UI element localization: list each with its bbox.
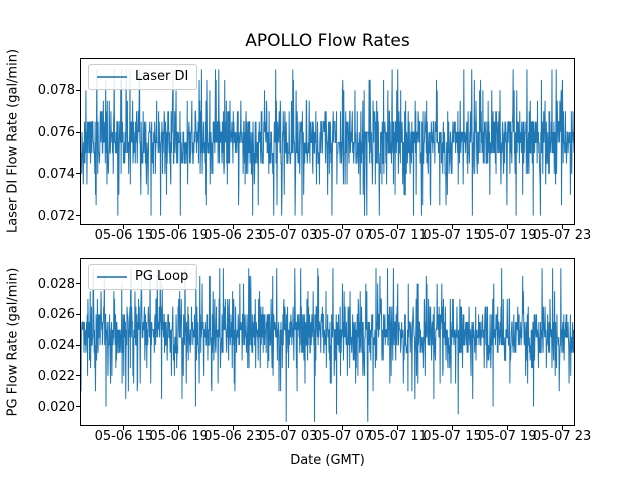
x-tick-label: 05-07 23 [532,429,592,444]
x-tick-label: 05-06 15 [94,228,154,243]
legend-line-sample-icon [97,275,127,278]
subplot-pg-loop: PG Loop 05-06 15 05-06 19 05-06 23 05-07 03… [38,258,591,443]
y-tick-label: 0.020 [37,399,75,415]
x-tick-mark [287,225,289,229]
legend-laser-di: Laser DI [88,64,198,90]
y-tick-label: 0.072 [37,208,75,224]
y-tick-mark [76,375,80,377]
y-tick-label: 0.074 [37,166,75,182]
x-tick-mark [342,225,344,229]
x-tick-label: 05-07 03 [258,228,318,243]
y-tick-mark [76,406,80,408]
x-axis-label: Date (GMT) [290,453,365,468]
subplot-laser-di: Laser DI 05-06 15 05-06 19 05-06 23 05-07 0… [38,58,591,242]
x-tick-mark [123,225,125,229]
pg-loop-series-line [81,267,574,422]
x-tick-mark [452,225,454,229]
y-tick-mark [76,283,80,285]
x-tick-label: 05-07 11 [368,429,427,444]
x-tick-mark [561,225,563,229]
y-tick-mark [76,344,80,346]
y-tick-mark [76,313,80,315]
x-tick-mark [232,426,234,430]
y-axis-label-pg-loop: PG Flow Rate (gal/min) [5,267,21,417]
x-tick-label: 05-07 23 [532,228,592,243]
y-tick-label: 0.022 [37,368,75,384]
x-tick-label: 05-06 19 [149,429,208,444]
y-axis-label-laser-di: Laser DI Flow Rate (gal/min) [5,48,21,234]
legend-line-sample-icon [97,75,127,78]
x-tick-mark [452,426,454,430]
x-tick-label: 05-06 19 [149,228,208,243]
legend-label: PG Loop [135,269,189,284]
x-tick-label: 05-06 23 [204,429,263,444]
y-tick-mark [76,173,80,175]
legend-pg-loop: PG Loop [88,264,198,290]
x-tick-label: 05-07 19 [478,228,537,243]
x-tick-label: 05-07 11 [368,228,427,243]
y-tick-mark [76,215,80,217]
chart-title: APOLLO Flow Rates [245,31,410,51]
x-tick-label: 05-07 15 [423,228,482,243]
x-tick-mark [232,225,234,229]
x-tick-mark [397,426,399,430]
y-tick-label: 0.028 [37,276,75,292]
y-tick-mark [76,131,80,133]
x-tick-mark [178,426,180,430]
laser-di-series-line [81,69,574,216]
y-tick-label: 0.024 [37,338,75,354]
x-tick-mark [178,225,180,229]
y-tick-mark [76,89,80,91]
x-tick-mark [397,225,399,229]
x-tick-mark [561,426,563,430]
x-tick-mark [506,225,508,229]
x-tick-label: 05-06 23 [204,228,263,243]
x-tick-mark [342,426,344,430]
y-tick-label: 0.026 [37,307,75,323]
y-tick-label: 0.076 [37,125,75,141]
y-tick-label: 0.078 [37,83,75,99]
x-tick-mark [506,426,508,430]
x-tick-label: 05-07 15 [423,429,482,444]
x-tick-mark [123,426,125,430]
x-tick-label: 05-07 07 [313,429,373,444]
x-tick-label: 05-07 03 [258,429,318,444]
x-tick-mark [287,426,289,430]
x-tick-label: 05-06 15 [94,429,154,444]
legend-label: Laser DI [135,69,189,84]
x-tick-label: 05-07 19 [478,429,537,444]
x-tick-label: 05-07 07 [313,228,373,243]
